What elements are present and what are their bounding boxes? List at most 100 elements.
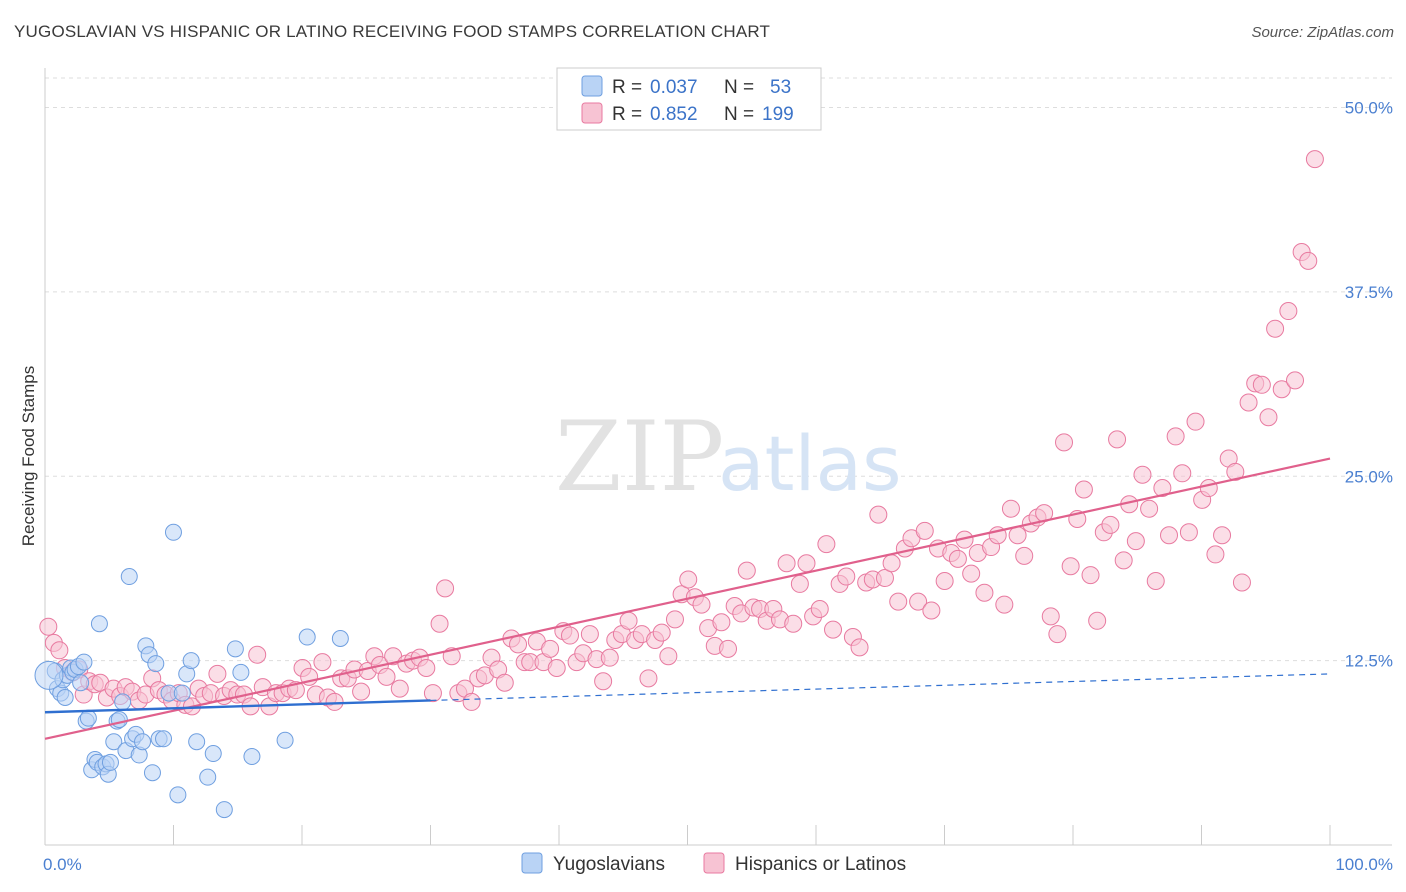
hispanic-point-49 (352, 682, 371, 701)
legend-r-value-1: 0.037 (650, 77, 698, 98)
hispanic-point-155 (1048, 625, 1067, 644)
series-yugoslavian-points (34, 523, 349, 819)
hispanic-point-104 (712, 613, 731, 632)
yugoslavian-point-10 (72, 674, 90, 692)
hispanic-point-169 (1140, 499, 1159, 518)
x-tick-label-0: 0.0% (43, 855, 82, 874)
grid-lines (45, 77, 1392, 662)
yugoslavian-point-31 (134, 733, 152, 751)
hispanic-point-140 (948, 549, 967, 568)
hispanic-point-156 (1055, 433, 1074, 452)
hispanic-point-180 (1213, 526, 1232, 545)
yugoslavian-point-11 (75, 653, 93, 671)
hispanic-point-2 (50, 641, 69, 660)
hispanic-point-160 (1081, 566, 1100, 585)
hispanic-point-175 (1179, 523, 1198, 542)
yugoslavian-point-50 (243, 748, 261, 765)
hispanic-point-61 (430, 614, 449, 633)
hispanic-point-193 (1299, 251, 1318, 270)
yugoslavian-point-17 (90, 615, 108, 633)
x-tick-label-1: 100.0% (1335, 855, 1393, 874)
hispanic-point-183 (1232, 573, 1251, 592)
series-legend-swatch-blue (521, 852, 543, 874)
series-legend: Yugoslavians Hispanics or Latinos (521, 852, 906, 875)
legend-n-value-2: 199 (762, 104, 794, 125)
hispanic-point-157 (1061, 557, 1080, 576)
hispanic-point-33 (248, 645, 267, 664)
hispanic-point-142 (962, 564, 981, 583)
yugoslavian-point-40 (169, 786, 187, 804)
hispanic-point-194 (1305, 150, 1324, 169)
yugoslavian-point-45 (199, 768, 217, 786)
hispanic-point-120 (817, 535, 836, 554)
hispanic-point-84 (580, 625, 599, 644)
legend-n-value-1: 53 (770, 77, 791, 98)
hispanic-point-174 (1173, 464, 1192, 483)
hispanic-point-168 (1133, 465, 1152, 484)
hispanic-point-117 (797, 554, 816, 573)
hispanic-point-125 (850, 638, 869, 657)
hispanic-point-105 (719, 639, 738, 658)
series-hispanic-points (39, 150, 1324, 716)
watermark: ZIP atlas (555, 401, 902, 513)
hispanic-point-129 (875, 569, 894, 588)
series-legend-yugoslavians: Yugoslavians (553, 854, 665, 875)
hispanic-point-101 (692, 595, 711, 614)
hispanic-point-115 (784, 614, 803, 633)
hispanic-point-187 (1259, 408, 1278, 427)
hispanic-point-78 (541, 639, 560, 658)
yugoslavian-point-27 (120, 568, 138, 586)
hispanic-point-165 (1114, 551, 1133, 570)
y-tick-label-0: 12.5% (1345, 652, 1393, 671)
legend-r-value-2: 0.852 (650, 104, 698, 125)
hispanic-point-179 (1206, 545, 1225, 564)
hispanic-point-59 (417, 659, 436, 677)
series-legend-hispanics: Hispanics or Latinos (735, 854, 906, 875)
hispanic-point-0 (39, 617, 58, 636)
hispanic-point-93 (639, 669, 658, 688)
hispanic-point-173 (1166, 427, 1185, 446)
hispanic-point-170 (1146, 571, 1165, 590)
axes (44, 68, 1392, 846)
hispanic-point-53 (377, 667, 396, 686)
yugoslavian-point-53 (331, 630, 349, 647)
hispanic-point-172 (1160, 526, 1179, 545)
hispanic-point-99 (679, 570, 698, 589)
hispanic-point-119 (810, 600, 829, 618)
hispanic-point-159 (1074, 480, 1093, 499)
y-axis-title: Receiving Food Stamps (19, 366, 38, 546)
hispanic-point-66 (462, 692, 481, 711)
hispanic-point-60 (423, 684, 442, 703)
yugoslavian-point-52 (298, 628, 316, 646)
yugoslavian-point-37 (155, 730, 173, 748)
hispanic-point-114 (777, 554, 796, 573)
hispanic-point-184 (1239, 393, 1258, 412)
hispanic-point-71 (495, 673, 514, 692)
hispanic-point-128 (869, 505, 888, 524)
y-tick-label-1: 25.0% (1345, 467, 1393, 486)
hispanic-point-189 (1272, 380, 1291, 399)
hispanic-point-191 (1286, 371, 1305, 390)
yugoslavian-point-24 (110, 711, 128, 729)
yugoslavian-point-large (34, 660, 64, 690)
yugoslavian-point-48 (226, 640, 244, 658)
yugoslavian-point-25 (114, 693, 132, 711)
hispanic-point-131 (889, 592, 908, 611)
hispanic-point-45 (325, 692, 344, 711)
series-legend-swatch-pink (703, 852, 725, 874)
yugoslavian-point-43 (182, 652, 200, 670)
chart-title: YUGOSLAVIAN VS HISPANIC OR LATINO RECEIV… (14, 22, 771, 41)
yugoslavian-point-21 (101, 753, 119, 771)
yugoslavian-point-4 (56, 689, 74, 706)
hispanic-point-163 (1101, 515, 1120, 534)
yugoslavian-trend-line (44, 699, 431, 714)
hispanic-point-135 (915, 521, 934, 540)
hispanic-point-73 (509, 635, 528, 654)
legend-swatch-blue (581, 75, 603, 97)
source-note: Source: ZipAtlas.com (1251, 24, 1394, 41)
hispanic-point-190 (1279, 302, 1298, 321)
hispanic-point-148 (1001, 499, 1020, 518)
hispanic-point-149 (1008, 526, 1027, 545)
yugoslavian-point-44 (188, 733, 206, 751)
hispanic-point-123 (837, 567, 856, 586)
